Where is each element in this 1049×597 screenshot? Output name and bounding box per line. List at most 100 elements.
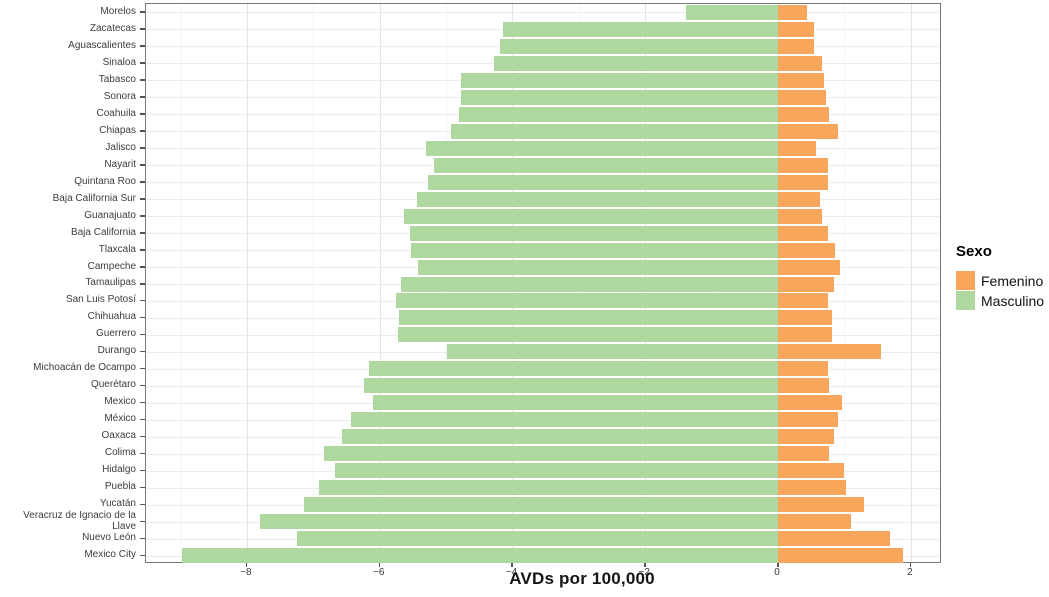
y-axis-tick: [140, 45, 145, 47]
bar-femenino: [778, 412, 838, 428]
y-axis-label: Quintana Roo: [74, 175, 136, 187]
y-axis-tick: [140, 418, 145, 421]
bar-masculino: [335, 463, 778, 479]
x-axis-tick-label: 2: [907, 567, 913, 578]
bar-masculino: [398, 310, 779, 326]
bar-femenino: [778, 293, 828, 309]
bar-femenino: [778, 446, 830, 462]
bar-masculino: [499, 38, 778, 54]
bar-masculino: [451, 123, 778, 139]
y-axis-tick: [140, 79, 145, 81]
bar-masculino: [369, 361, 779, 377]
x-axis-tick-label: 0: [774, 567, 780, 578]
y-axis-label: Guanajuato: [84, 209, 136, 221]
legend-swatch-masculino: [956, 291, 975, 310]
y-axis-label: Campeche: [87, 260, 136, 272]
bar-femenino: [778, 4, 808, 20]
y-axis-tick: [140, 401, 145, 404]
y-axis-tick: [140, 452, 145, 455]
y-axis-label: Coahuila: [96, 107, 136, 119]
y-axis-tick: [140, 299, 145, 302]
y-axis-label: Baja California Sur: [52, 192, 136, 204]
bar-masculino: [400, 276, 778, 292]
bar-femenino: [778, 361, 828, 377]
bar-masculino: [434, 157, 779, 173]
gridline-minor: [180, 4, 182, 562]
x-axis-tick: [511, 563, 513, 567]
y-axis-label: Baja California: [70, 226, 136, 238]
bar-femenino: [778, 106, 830, 122]
y-axis-tick: [140, 28, 145, 30]
bar-femenino: [778, 55, 822, 71]
y-axis-tick: [140, 130, 145, 132]
y-axis-label: Chiapas: [99, 124, 136, 136]
y-axis-tick: [140, 96, 145, 98]
legend-items: Femenino Masculino: [956, 271, 1044, 310]
bar-femenino: [778, 480, 846, 496]
gridline-major: [246, 4, 248, 562]
bar-femenino: [778, 259, 840, 275]
y-axis-tick: [140, 11, 145, 13]
y-axis-label: Durango: [97, 345, 136, 357]
y-axis-label: Oaxaca: [101, 430, 136, 442]
y-axis-label: Guerrero: [95, 328, 136, 340]
y-axis-label: Tamaulipas: [85, 277, 136, 289]
bar-femenino: [778, 208, 822, 224]
y-axis-tick: [140, 283, 145, 285]
y-axis-tick: [140, 164, 145, 166]
y-axis-tick: [140, 232, 145, 234]
bar-masculino: [426, 140, 779, 156]
y-axis-tick: [140, 520, 145, 523]
y-axis-label: Veracruz de Ignacio de la Llave: [23, 509, 136, 532]
y-axis-tick: [140, 384, 145, 387]
gridline-major: [379, 4, 381, 562]
y-axis-label: Zacatecas: [89, 22, 136, 34]
bar-masculino: [364, 378, 778, 394]
y-axis-tick: [140, 198, 145, 200]
bar-femenino: [778, 276, 834, 292]
y-axis-tick: [140, 350, 145, 353]
bar-femenino: [778, 38, 814, 54]
y-axis-tick: [140, 249, 145, 251]
legend-item: Masculino: [956, 291, 1044, 310]
x-axis-tick: [644, 563, 646, 567]
bar-masculino: [410, 242, 779, 258]
bar-masculino: [341, 429, 779, 445]
y-axis-tick: [140, 486, 145, 489]
bar-masculino: [297, 531, 778, 547]
bar-femenino: [778, 310, 833, 326]
y-axis-tick: [140, 537, 145, 540]
bar-masculino: [323, 446, 778, 462]
bar-femenino: [778, 548, 904, 563]
bar-masculino: [304, 497, 778, 513]
bar-masculino: [404, 208, 779, 224]
bar-femenino: [778, 463, 844, 479]
y-axis-label: Nuevo León: [82, 532, 136, 544]
y-axis-label: Yucatán: [99, 498, 136, 510]
y-axis-label: Nayarit: [104, 158, 136, 170]
y-axis-label: Michoacán de Ocampo: [33, 362, 136, 374]
bar-masculino: [260, 514, 779, 530]
plot-panel: [145, 3, 941, 563]
x-axis-tick-label: −8: [240, 567, 252, 578]
bar-masculino: [396, 293, 779, 309]
gridline-row: [146, 12, 940, 14]
y-axis-label: Sonora: [103, 90, 136, 102]
y-axis-label: Tabasco: [98, 73, 136, 85]
bar-femenino: [778, 191, 820, 207]
bar-masculino: [398, 327, 778, 343]
y-axis-label: Colima: [104, 447, 136, 459]
y-axis-tick: [140, 367, 145, 370]
bar-masculino: [351, 412, 779, 428]
y-axis-label: Sinaloa: [102, 56, 136, 68]
bar-masculino: [428, 174, 778, 190]
bar-masculino: [416, 191, 778, 207]
y-axis-label: Aguascalientes: [68, 39, 136, 51]
legend-label: Masculino: [981, 292, 1045, 309]
y-axis-tick: [140, 113, 145, 115]
x-axis-title: AVDs por 100,000: [509, 569, 655, 588]
y-axis-tick: [140, 181, 145, 183]
x-axis-tick-label: −4: [505, 567, 518, 578]
y-axis-label: México: [104, 413, 136, 425]
